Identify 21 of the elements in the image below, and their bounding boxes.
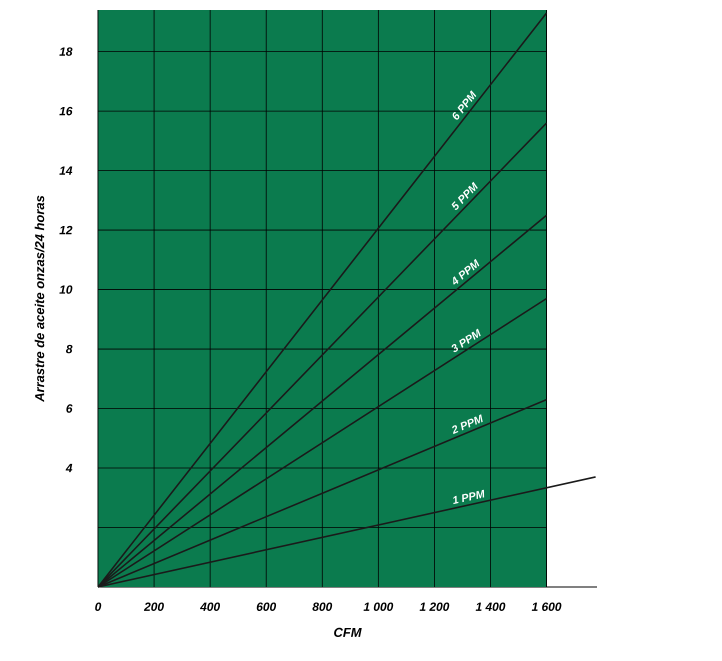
x-tick-label: 1 600	[532, 602, 562, 611]
x-tick-label: 0	[95, 602, 102, 611]
x-tick-label: 600	[256, 602, 276, 611]
text: 1 PPM	[453, 490, 484, 504]
y-axis-title: Arrastre de aceite onzas/24 horas	[34, 196, 44, 402]
x-tick-label: 800	[312, 602, 332, 611]
text: 2 PPM	[452, 414, 483, 434]
y-tick-label: 4	[66, 464, 72, 472]
y-tick-label: 10	[59, 285, 72, 294]
y-tick-label: 14	[59, 166, 72, 175]
y-tick-label: 18	[59, 47, 72, 56]
x-tick-label: 400	[200, 602, 220, 611]
x-tick-label: 1 400	[476, 602, 506, 611]
x-axis-title: CFM	[334, 628, 362, 637]
y-tick-label: 16	[59, 106, 73, 116]
x-tick-label: 200	[144, 602, 164, 611]
x-tick-label: 1 200	[420, 602, 450, 611]
x-tick-label: 1 000	[364, 602, 394, 611]
y-tick-label: 6	[66, 404, 73, 413]
y-tick-label: 8	[66, 344, 72, 354]
y-tick-label: 12	[59, 226, 72, 234]
